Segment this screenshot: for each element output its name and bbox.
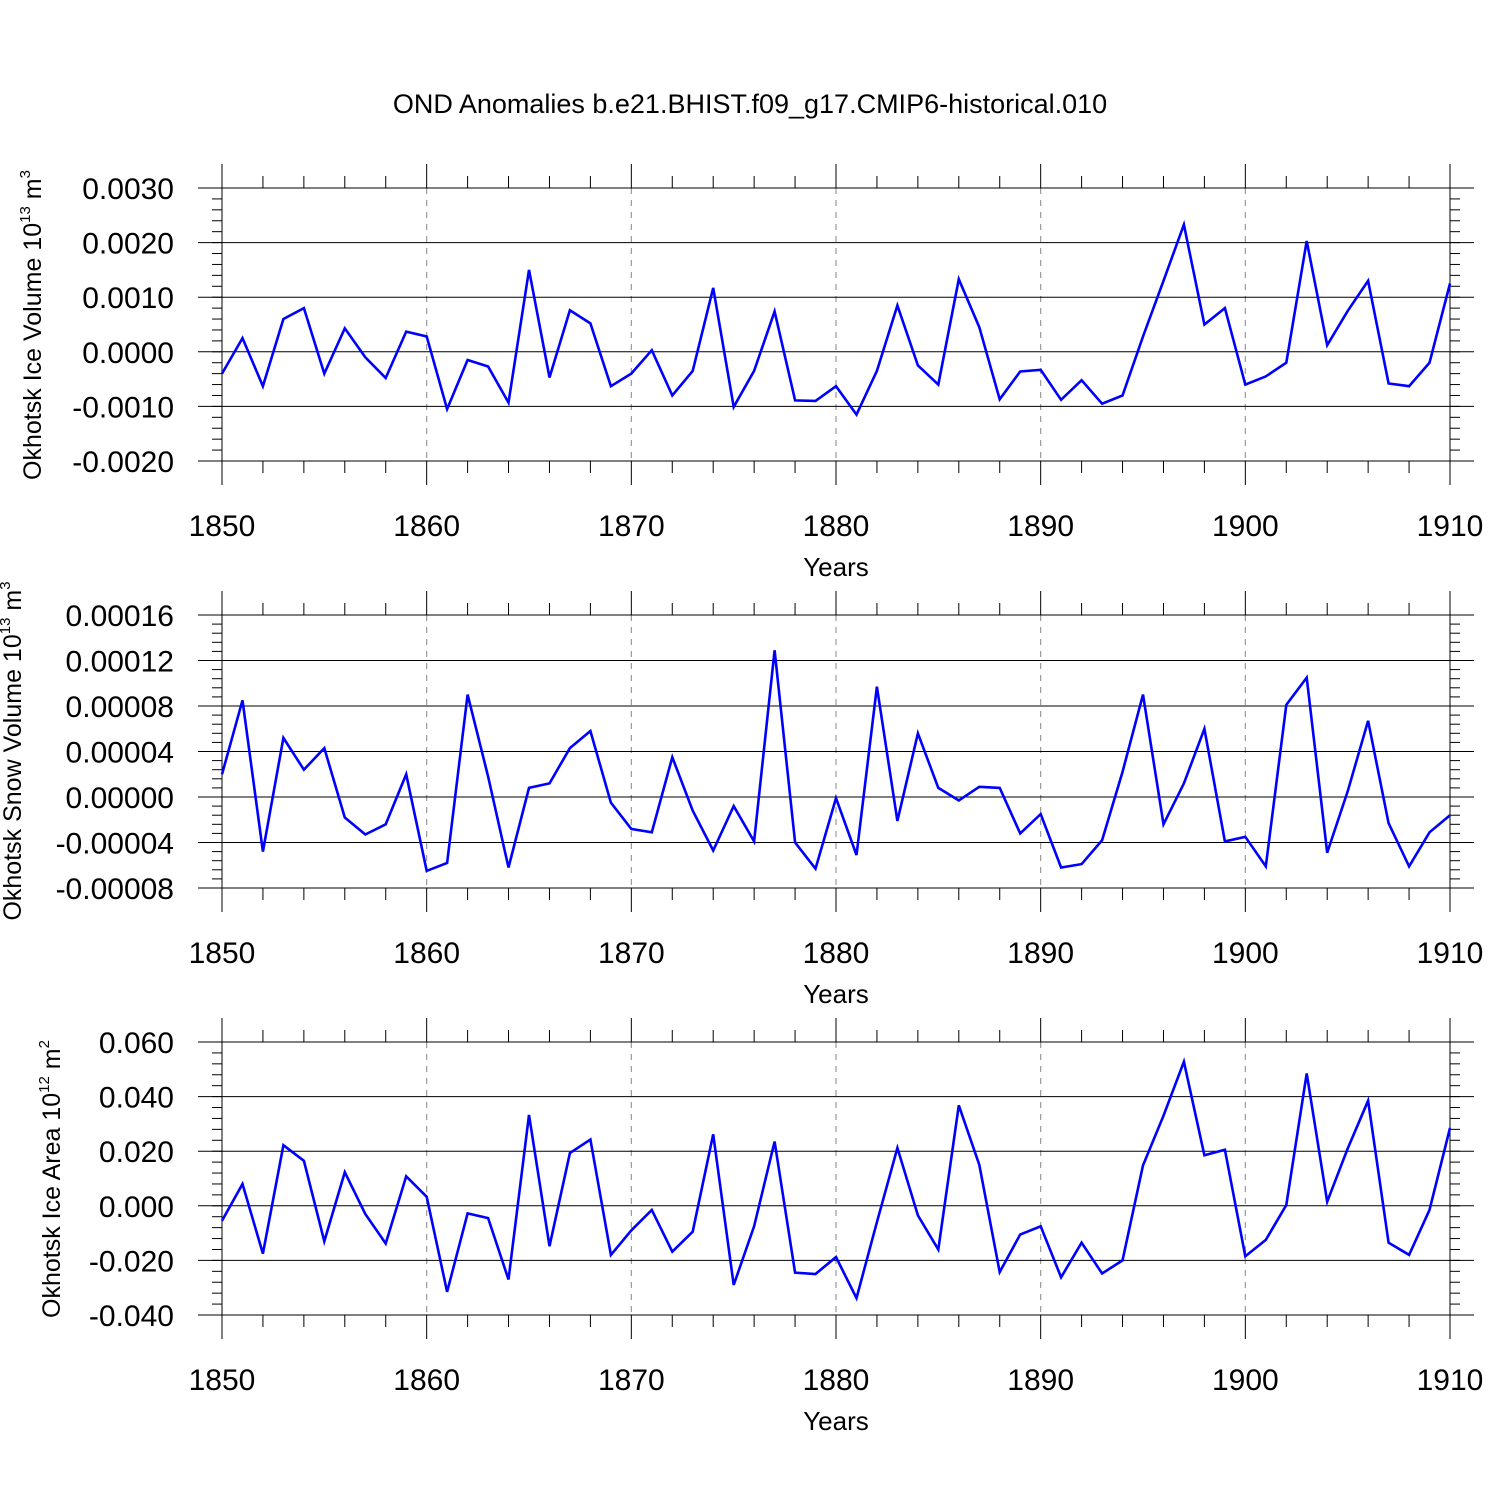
y-axis-title-main: Okhotsk Ice Volume 10 <box>19 223 47 480</box>
x-tick-label: 1900 <box>1212 510 1279 543</box>
x-tick-label: 1860 <box>393 937 460 970</box>
x-tick-label: 1910 <box>1417 510 1484 543</box>
y-axis-title-unit: m <box>0 590 27 618</box>
x-axis-title: Years <box>803 552 869 582</box>
y-axis-title-unit-exp: 3 <box>17 170 34 178</box>
x-tick-label: 1860 <box>393 1364 460 1397</box>
x-tick-label: 1900 <box>1212 937 1279 970</box>
y-tick-label: 0.020 <box>99 1136 174 1169</box>
panel-ice-volume: Okhotsk Ice Volume 1013 m3 Years -0.0020… <box>17 164 1483 582</box>
x-tick-label: 1890 <box>1007 510 1074 543</box>
x-tick-label: 1880 <box>803 937 870 970</box>
panel-ice-area: Okhotsk Ice Area 1012 m2 Years -0.040 -0.… <box>36 1018 1483 1436</box>
x-tick-label: 1900 <box>1212 1364 1279 1397</box>
y-axis-title: Okhotsk Ice Volume 1013 m3 <box>17 170 47 480</box>
x-tick-label: 1910 <box>1417 1364 1484 1397</box>
series-line <box>220 650 1451 873</box>
x-axis-title: Years <box>803 979 869 1009</box>
x-tick-label: 1860 <box>393 510 460 543</box>
y-tick-label: -0.020 <box>89 1245 174 1278</box>
x-tick-label: 1890 <box>1007 937 1074 970</box>
y-axis-title-unit: m <box>38 1048 66 1076</box>
x-tick-label: 1880 <box>803 510 870 543</box>
y-axis-title: Okhotsk Snow Volume 1013 m3 <box>0 581 27 920</box>
x-tick-label: 1910 <box>1417 937 1484 970</box>
x-tick-label: 1870 <box>598 510 665 543</box>
x-axis-title: Years <box>803 1406 869 1436</box>
y-tick-label: 0.0030 <box>82 173 174 206</box>
series-line <box>220 1057 1452 1302</box>
y-axis-title-main: Okhotsk Ice Area 10 <box>38 1093 66 1318</box>
x-tick-label: 1890 <box>1007 1364 1074 1397</box>
y-axis-title-unit-exp: 3 <box>0 581 14 589</box>
y-tick-label: 0.00008 <box>66 691 174 724</box>
x-tick-label: 1870 <box>598 1364 665 1397</box>
y-axis-title-unit-exp: 2 <box>36 1040 53 1048</box>
y-tick-label: 0.0020 <box>82 228 174 261</box>
y-axis-title-exp: 12 <box>36 1076 53 1093</box>
y-tick-label: 0.0010 <box>82 282 174 315</box>
y-tick-label: -0.00004 <box>56 828 174 861</box>
x-tick-label: 1850 <box>189 937 256 970</box>
y-tick-label: -0.00008 <box>56 873 174 906</box>
y-tick-label: 0.040 <box>99 1082 174 1115</box>
y-axis-title: Okhotsk Ice Area 1012 m2 <box>36 1040 66 1318</box>
chart-title: OND Anomalies b.e21.BHIST.f09_g17.CMIP6-… <box>393 89 1107 119</box>
x-tick-label: 1870 <box>598 937 665 970</box>
y-axis-title-exp: 13 <box>17 206 34 223</box>
x-tick-label: 1880 <box>803 1364 870 1397</box>
y-tick-label: -0.0010 <box>72 391 174 424</box>
y-axis-title-main: Okhotsk Snow Volume 10 <box>0 634 27 920</box>
y-axis-title-unit: m <box>19 178 47 206</box>
y-tick-label: 0.0000 <box>82 337 174 370</box>
y-axis-title-exp: 13 <box>0 618 14 635</box>
x-tick-label: 1850 <box>189 510 256 543</box>
series-line <box>220 219 1452 418</box>
y-tick-label: 0.000 <box>99 1191 174 1224</box>
y-tick-label: -0.0020 <box>72 446 174 479</box>
y-tick-label: 0.060 <box>99 1027 174 1060</box>
y-tick-label: 0.00004 <box>66 737 174 770</box>
y-tick-label: 0.00000 <box>66 782 174 815</box>
panel-snow-volume: Okhotsk Snow Volume 1013 m3 Years -0.000… <box>0 581 1483 1009</box>
y-tick-label: 0.00012 <box>66 646 174 679</box>
y-tick-label: -0.040 <box>89 1300 174 1333</box>
x-tick-label: 1850 <box>189 1364 256 1397</box>
y-tick-label: 0.00016 <box>66 600 174 633</box>
